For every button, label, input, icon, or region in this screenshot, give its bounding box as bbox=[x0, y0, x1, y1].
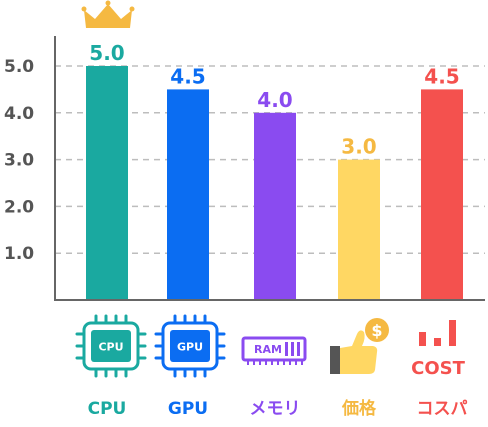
value-label: 4.5 bbox=[424, 64, 459, 88]
coin-icon-text: $ bbox=[371, 321, 382, 340]
price-thumbs-up-coin-icon: $ bbox=[330, 318, 389, 374]
bar-3 bbox=[338, 159, 380, 300]
cpu-icon-text: CPU bbox=[98, 341, 123, 354]
value-label: 5.0 bbox=[89, 41, 124, 65]
category-label: コスパ bbox=[417, 399, 468, 419]
gpu-chip-icon: GPU bbox=[154, 314, 226, 378]
ram-module-icon: RAM bbox=[241, 336, 307, 365]
y-tick-label: 5.0 bbox=[4, 57, 34, 77]
cost-icon-text: COST bbox=[411, 358, 465, 379]
category-labels: CPU GPU メモリ 価格 コスパ bbox=[88, 398, 468, 419]
bars bbox=[86, 66, 463, 301]
y-tick-label: 4.0 bbox=[4, 104, 34, 124]
y-tick-labels: 1.0 2.0 3.0 4.0 5.0 bbox=[4, 57, 34, 264]
bar-1 bbox=[167, 89, 209, 301]
y-tick-label: 1.0 bbox=[4, 244, 34, 264]
value-label: 4.0 bbox=[257, 88, 292, 112]
value-label: 3.0 bbox=[341, 135, 376, 159]
category-label: メモリ bbox=[250, 399, 301, 419]
crown-icon bbox=[81, 0, 135, 28]
bar-2 bbox=[254, 112, 296, 300]
category-label: 価格 bbox=[341, 398, 377, 419]
bar-4 bbox=[421, 89, 463, 301]
cost-bars-icon: COST bbox=[411, 320, 466, 379]
bar-0 bbox=[86, 66, 128, 300]
ram-icon-text: RAM bbox=[254, 343, 282, 356]
gpu-icon-text: GPU bbox=[177, 341, 203, 354]
cpu-chip-icon: CPU bbox=[75, 314, 147, 378]
value-labels: 5.0 4.5 4.0 3.0 4.5 bbox=[89, 41, 459, 159]
y-tick-label: 2.0 bbox=[4, 197, 34, 217]
category-label: GPU bbox=[168, 399, 208, 419]
category-label: CPU bbox=[88, 399, 127, 419]
y-tick-label: 3.0 bbox=[4, 151, 34, 171]
value-label: 4.5 bbox=[170, 64, 205, 88]
